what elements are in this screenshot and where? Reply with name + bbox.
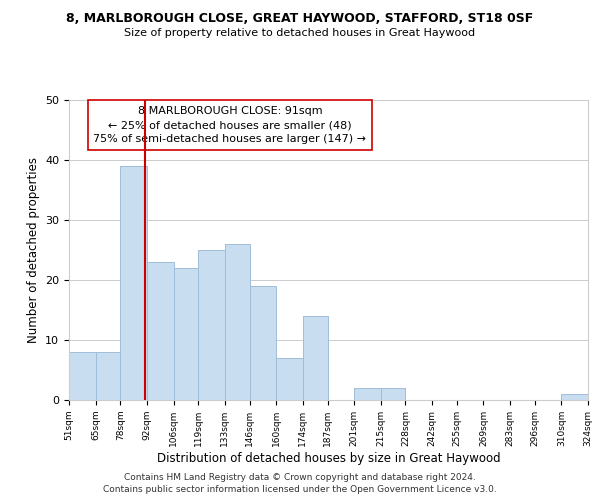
Bar — [250, 286, 276, 400]
X-axis label: Distribution of detached houses by size in Great Haywood: Distribution of detached houses by size … — [157, 452, 500, 464]
Bar — [276, 358, 303, 400]
Bar — [562, 394, 588, 400]
Bar — [121, 166, 147, 400]
Bar — [69, 352, 95, 400]
Bar — [381, 388, 406, 400]
Bar — [354, 388, 381, 400]
Bar — [95, 352, 121, 400]
Y-axis label: Number of detached properties: Number of detached properties — [26, 157, 40, 343]
Text: Size of property relative to detached houses in Great Haywood: Size of property relative to detached ho… — [124, 28, 476, 38]
Bar — [173, 268, 198, 400]
Text: 8, MARLBOROUGH CLOSE, GREAT HAYWOOD, STAFFORD, ST18 0SF: 8, MARLBOROUGH CLOSE, GREAT HAYWOOD, STA… — [67, 12, 533, 26]
Bar — [303, 316, 328, 400]
Text: 8 MARLBOROUGH CLOSE: 91sqm
← 25% of detached houses are smaller (48)
75% of semi: 8 MARLBOROUGH CLOSE: 91sqm ← 25% of deta… — [94, 106, 367, 144]
Text: Contains HM Land Registry data © Crown copyright and database right 2024.: Contains HM Land Registry data © Crown c… — [124, 472, 476, 482]
Bar — [225, 244, 250, 400]
Text: Contains public sector information licensed under the Open Government Licence v3: Contains public sector information licen… — [103, 485, 497, 494]
Bar — [147, 262, 173, 400]
Bar — [198, 250, 225, 400]
